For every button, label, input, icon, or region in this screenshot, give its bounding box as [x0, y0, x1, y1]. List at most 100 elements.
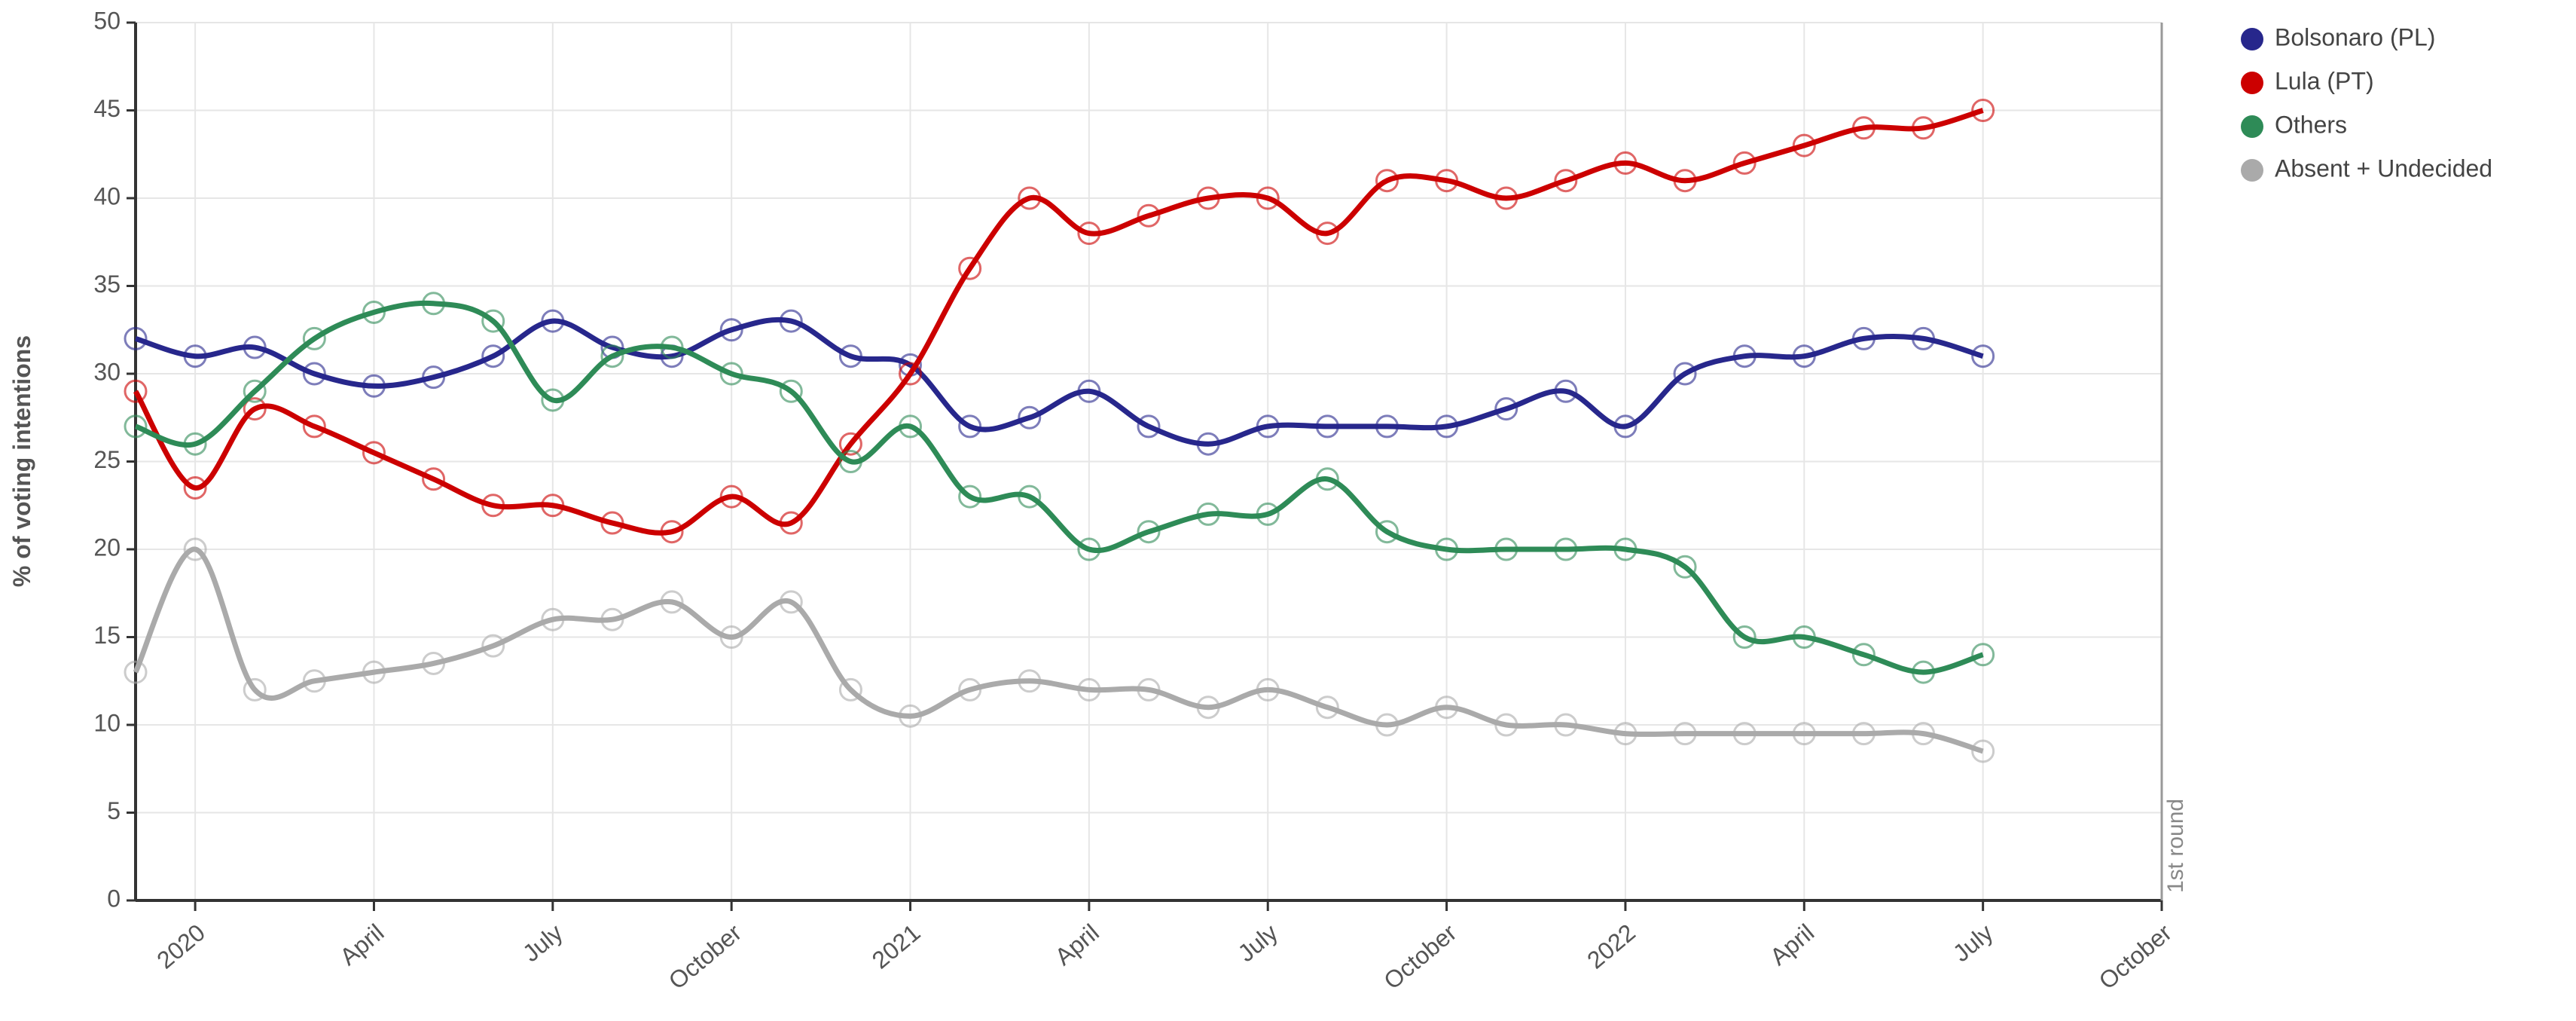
- poll-marker: [1732, 625, 1757, 649]
- poll-marker: [1137, 203, 1161, 228]
- poll-marker: [1613, 722, 1637, 746]
- poll-marker: [362, 441, 386, 465]
- poll-marker: [1315, 414, 1339, 439]
- poll-marker: [958, 485, 982, 509]
- x-tick-label: April: [1050, 919, 1104, 971]
- poll-marker: [1077, 537, 1101, 561]
- annotation: 1st round: [2163, 799, 2188, 893]
- legend-label: Others: [2275, 111, 2347, 138]
- poll-marker: [422, 651, 446, 675]
- poll-marker: [362, 374, 386, 398]
- poll-marker: [1613, 151, 1637, 175]
- poll-marker: [1077, 222, 1101, 246]
- poll-marker: [1137, 520, 1161, 544]
- poll-marker: [243, 335, 267, 359]
- poll-marker: [1077, 379, 1101, 403]
- poll-marker: [1137, 677, 1161, 702]
- poll-marker: [1554, 537, 1578, 561]
- legend-item: Others: [2241, 111, 2347, 138]
- poll-marker: [1435, 414, 1459, 439]
- poll-marker: [660, 335, 684, 359]
- poll-marker: [302, 362, 326, 386]
- series-line: [133, 546, 1984, 754]
- y-tick-label: 5: [107, 797, 121, 824]
- poll-marker: [1494, 186, 1518, 210]
- poll-marker: [481, 634, 505, 658]
- poll-marker: [183, 344, 207, 368]
- poll-marker: [124, 414, 148, 439]
- poll-marker: [1732, 344, 1757, 368]
- x-tick-label: October: [2094, 919, 2178, 995]
- y-axis-label: % of voting intentions: [8, 335, 35, 587]
- poll-marker: [958, 677, 982, 702]
- poll-marker: [422, 292, 446, 316]
- poll-marker: [1912, 722, 1936, 746]
- poll-marker: [1315, 695, 1339, 720]
- poll-marker: [1196, 695, 1220, 720]
- poll-marker: [1851, 643, 1876, 667]
- poll-marker: [481, 344, 505, 368]
- x-tick-label: October: [664, 919, 747, 995]
- poll-marker: [600, 344, 624, 368]
- poll-marker: [541, 309, 565, 333]
- poll-marker: [1792, 344, 1816, 368]
- poll-marker: [1256, 677, 1280, 702]
- y-tick-label: 0: [107, 885, 121, 912]
- y-tick-label: 30: [93, 358, 121, 385]
- poll-marker: [899, 414, 923, 439]
- poll-marker: [1971, 739, 1995, 763]
- poll-marker: [481, 494, 505, 518]
- poll-marker: [422, 467, 446, 491]
- y-tick-label: 40: [93, 182, 121, 209]
- poll-marker: [302, 669, 326, 693]
- poll-marker: [660, 520, 684, 544]
- poll-marker: [1315, 467, 1339, 491]
- poll-marker: [779, 511, 803, 535]
- poll-marker: [1912, 326, 1936, 350]
- poll-marker: [660, 590, 684, 614]
- poll-marker: [1971, 99, 1995, 122]
- poll-marker: [541, 494, 565, 518]
- poll-marker: [1971, 344, 1995, 368]
- legend-item: Bolsonaro (PL): [2241, 23, 2435, 50]
- poll-marker: [1673, 169, 1697, 193]
- poll-marker: [719, 318, 743, 342]
- y-tick-label: 50: [93, 7, 121, 34]
- legend-label: Bolsonaro (PL): [2275, 23, 2435, 50]
- poll-marker: [243, 677, 267, 702]
- poll-marker: [1851, 326, 1876, 350]
- poll-marker: [1554, 169, 1578, 193]
- poll-marker: [1673, 362, 1697, 386]
- poll-marker: [1018, 405, 1042, 429]
- poll-marker: [1792, 133, 1816, 157]
- legend-item: Lula (PT): [2241, 67, 2374, 94]
- poll-marker: [1375, 414, 1399, 439]
- poll-marker: [1315, 222, 1339, 246]
- poll-marker: [1196, 186, 1220, 210]
- poll-marker: [899, 362, 923, 386]
- poll-marker: [124, 326, 148, 350]
- poll-marker: [1971, 643, 1995, 667]
- poll-marker: [1375, 713, 1399, 737]
- y-tick-label: 35: [93, 271, 121, 298]
- poll-marker: [1792, 625, 1816, 649]
- poll-marker: [1673, 555, 1697, 579]
- poll-marker: [1494, 713, 1518, 737]
- poll-marker: [1851, 116, 1876, 140]
- poll-marker: [838, 432, 862, 456]
- poll-marker: [1018, 186, 1042, 210]
- poll-marker: [1554, 379, 1578, 403]
- poll-marker: [1435, 537, 1459, 561]
- poll-marker: [1375, 520, 1399, 544]
- poll-marker: [124, 379, 148, 403]
- poll-marker: [1256, 414, 1280, 439]
- x-tick-label: 2022: [1582, 919, 1641, 974]
- poll-marker: [1732, 151, 1757, 175]
- series-line: [134, 316, 1984, 447]
- poll-marker: [302, 326, 326, 350]
- poll-marker: [1613, 537, 1637, 561]
- poll-marker: [1077, 677, 1101, 702]
- poll-marker: [1018, 669, 1042, 693]
- x-tick-label: April: [334, 919, 389, 971]
